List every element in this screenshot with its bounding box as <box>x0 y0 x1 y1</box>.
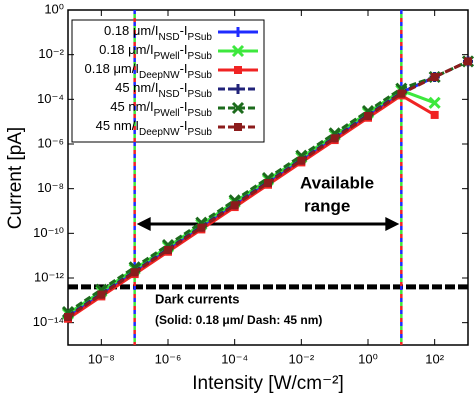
marker <box>397 89 406 98</box>
x-tick-label: 10⁻² <box>289 351 315 366</box>
y-tick-label: 10⁻⁶ <box>37 135 64 150</box>
marker <box>233 27 243 37</box>
y-axis-label: Current [pA] <box>5 127 26 229</box>
marker <box>97 290 106 299</box>
marker <box>233 84 243 94</box>
y-tick-label: 10⁻¹⁴ <box>33 314 64 329</box>
y-tick-label: 10⁻⁴ <box>37 91 64 106</box>
x-tick-label: 10⁻⁸ <box>88 351 115 366</box>
legend-label: 45 nm/IPWell-IPSub <box>110 99 212 119</box>
x-tick-label: 10² <box>425 351 444 366</box>
marker <box>231 101 245 115</box>
marker <box>330 134 339 143</box>
x-tick-label: 10⁻⁴ <box>221 351 248 366</box>
annotation: Available <box>300 173 374 192</box>
marker <box>231 44 245 58</box>
x-axis-label: Intensity [W/cm⁻²] <box>192 373 344 394</box>
y-tick-label: 10⁻¹⁰ <box>33 225 64 240</box>
annotation: (Solid: 0.18 μm/ Dash: 45 nm) <box>155 313 322 327</box>
marker <box>464 57 472 66</box>
legend-label: 0.18 μm/INSD-IPSub <box>104 23 212 43</box>
legend-label: 0.18 μm/IDeepNW-IPSub <box>85 61 213 81</box>
legend-box <box>71 19 265 143</box>
legend-label: 45 nm/IDeepNW-IPSub <box>96 118 213 138</box>
y-tick-label: 10⁻² <box>38 46 64 61</box>
y-tick-label: 10⁻¹² <box>34 269 65 284</box>
marker <box>430 73 439 81</box>
marker <box>234 66 242 74</box>
plot-frame <box>67 9 469 346</box>
marker <box>297 156 306 165</box>
annotation: range <box>304 196 350 215</box>
marker <box>164 245 172 254</box>
marker <box>230 201 239 210</box>
x-tick-label: 10⁰ <box>358 351 378 366</box>
marker <box>130 268 139 277</box>
legend-label: 45 nm/INSD-IPSub <box>115 80 212 100</box>
y-tick-label: 10⁻⁸ <box>37 180 64 195</box>
y-tick-label: 10⁰ <box>44 1 64 16</box>
marker <box>264 178 272 187</box>
x-tick-label: 10⁻⁶ <box>155 351 182 366</box>
marker <box>430 110 439 119</box>
annotation: Dark currents <box>155 291 240 306</box>
marker <box>64 312 72 321</box>
marker <box>197 223 206 232</box>
legend-label: 0.18 μm/IPWell-IPSub <box>99 42 212 62</box>
marker <box>428 96 441 109</box>
marker <box>364 111 372 120</box>
marker <box>234 123 242 131</box>
